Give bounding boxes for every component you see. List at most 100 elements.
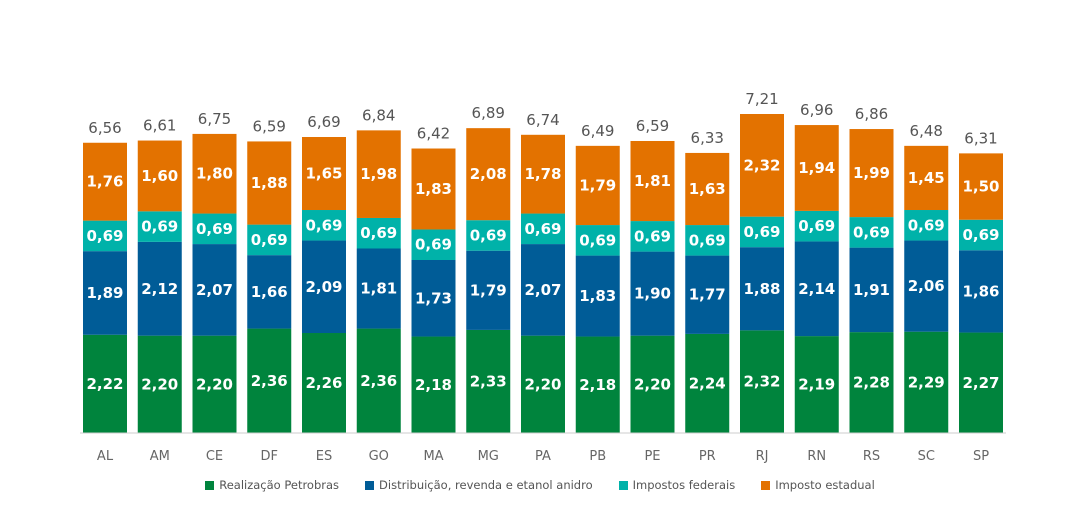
x-tick-label: PA bbox=[535, 449, 551, 464]
data-label: 1,78 bbox=[524, 165, 561, 183]
bar-segment-es-3 bbox=[302, 137, 346, 211]
total-label: 6,96 bbox=[800, 101, 833, 119]
bars-group: 2,22 1,89 0,69 1,76 6,56 2,20 2,12 0,69 1,60 6,61… bbox=[83, 90, 1003, 433]
bar-segment-pe-0 bbox=[630, 335, 675, 433]
data-label: 1,81 bbox=[360, 280, 397, 298]
data-label: 0,69 bbox=[524, 220, 561, 238]
data-label: 0,69 bbox=[305, 216, 342, 234]
bar-segment-am-0 bbox=[137, 335, 182, 433]
data-label: 2,22 bbox=[86, 375, 123, 393]
bar-segment-pb-3 bbox=[575, 145, 620, 226]
x-tick-label: AL bbox=[97, 449, 114, 464]
data-label: 2,26 bbox=[305, 374, 342, 392]
bar-segment-go-2 bbox=[356, 217, 401, 249]
data-label: 2,14 bbox=[798, 280, 835, 298]
x-tick-label: PB bbox=[589, 449, 606, 464]
data-label: 2,28 bbox=[853, 374, 890, 392]
data-label: 0,69 bbox=[908, 216, 945, 234]
x-tick-label: SC bbox=[918, 449, 935, 464]
x-tick-label: AM bbox=[150, 449, 170, 464]
bar-segment-rj-1 bbox=[740, 247, 784, 331]
x-tick-label: RJ bbox=[756, 449, 769, 464]
data-label: 1,63 bbox=[689, 180, 726, 198]
data-label: 2,18 bbox=[415, 376, 452, 394]
bar-segment-rs-1 bbox=[849, 247, 894, 333]
bar-segment-rj-0 bbox=[740, 330, 784, 433]
legend-swatch bbox=[365, 480, 375, 490]
x-tick-label: GO bbox=[369, 449, 389, 464]
total-label: 6,59 bbox=[636, 117, 669, 135]
data-label: 1,66 bbox=[251, 283, 288, 301]
legend-label: Imposto estadual bbox=[775, 478, 875, 492]
bar-segment-rs-3 bbox=[849, 129, 894, 218]
data-label: 2,27 bbox=[962, 374, 999, 392]
data-label: 0,69 bbox=[743, 223, 780, 241]
bar-segment-mg-3 bbox=[466, 128, 511, 221]
bar-segment-df-3 bbox=[247, 141, 292, 225]
data-label: 2,20 bbox=[141, 375, 178, 393]
bar-segment-pa-1 bbox=[521, 244, 565, 336]
bar-segment-pb-2 bbox=[575, 225, 620, 256]
total-label: 6,61 bbox=[143, 117, 176, 135]
total-label: 6,59 bbox=[253, 117, 286, 135]
data-label: 2,12 bbox=[141, 280, 178, 298]
legend-item: Distribuição, revenda e etanol anidro bbox=[365, 478, 593, 492]
legend-swatch bbox=[618, 480, 628, 490]
bar-segment-rn-3 bbox=[794, 125, 839, 211]
data-label: 0,69 bbox=[360, 224, 397, 242]
data-label: 2,29 bbox=[908, 373, 945, 391]
data-label: 0,69 bbox=[86, 227, 123, 245]
data-label: 0,69 bbox=[196, 220, 233, 238]
x-tick-label: SP bbox=[973, 449, 989, 464]
data-label: 1,98 bbox=[360, 165, 397, 183]
bar-segment-pa-0 bbox=[521, 335, 565, 433]
bar-segment-rn-2 bbox=[794, 210, 839, 242]
total-label: 6,69 bbox=[307, 113, 340, 131]
data-label: 1,79 bbox=[470, 281, 507, 299]
bar-segment-df-2 bbox=[247, 224, 292, 256]
data-label: 2,36 bbox=[360, 372, 397, 390]
bar-segment-df-0 bbox=[247, 328, 292, 433]
data-label: 1,77 bbox=[689, 286, 726, 304]
bar-segment-pa-2 bbox=[521, 213, 565, 245]
bar-segment-ma-2 bbox=[411, 229, 456, 261]
x-tick-label: DF bbox=[261, 449, 279, 464]
data-label: 1,99 bbox=[853, 164, 890, 182]
bar-segment-pb-0 bbox=[575, 336, 620, 433]
bar-segment-ma-3 bbox=[411, 148, 456, 230]
bar-segment-mg-0 bbox=[466, 329, 511, 433]
bar-segment-sp-0 bbox=[959, 332, 1003, 433]
legend-swatch bbox=[761, 480, 771, 490]
data-label: 1,73 bbox=[415, 289, 452, 307]
data-label: 2,32 bbox=[743, 156, 780, 174]
bar-segment-es-1 bbox=[302, 240, 346, 334]
bar-segment-pr-3 bbox=[685, 152, 730, 226]
bar-segment-es-2 bbox=[302, 210, 346, 241]
bar-segment-ma-0 bbox=[411, 336, 456, 433]
x-tick-label: MA bbox=[423, 449, 443, 464]
data-label: 1,76 bbox=[86, 173, 123, 191]
data-label: 1,91 bbox=[853, 281, 890, 299]
legend-swatch bbox=[205, 480, 215, 490]
bar-segment-go-3 bbox=[356, 130, 401, 218]
bar-segment-ma-1 bbox=[411, 260, 456, 337]
bar-segment-pe-3 bbox=[630, 140, 675, 222]
data-label: 1,65 bbox=[305, 165, 342, 183]
bar-segment-ce-2 bbox=[192, 213, 237, 245]
bar-segment-ce-3 bbox=[192, 133, 237, 214]
bar-segment-sp-2 bbox=[959, 219, 1003, 251]
bar-segment-rn-1 bbox=[794, 241, 839, 337]
bar-segment-sc-1 bbox=[904, 240, 949, 332]
total-label: 6,56 bbox=[88, 119, 121, 137]
bar-segment-pe-1 bbox=[630, 251, 675, 336]
data-label: 1,50 bbox=[962, 178, 999, 196]
bar-segment-ce-1 bbox=[192, 244, 237, 336]
x-tick-label: RN bbox=[807, 449, 826, 464]
legend-item: Realização Petrobras bbox=[205, 478, 339, 492]
x-tick-label: CE bbox=[206, 449, 223, 464]
data-label: 2,19 bbox=[798, 376, 835, 394]
data-label: 2,07 bbox=[196, 281, 233, 299]
data-label: 0,69 bbox=[853, 223, 890, 241]
total-label: 6,74 bbox=[526, 111, 559, 129]
data-label: 2,20 bbox=[524, 375, 561, 393]
